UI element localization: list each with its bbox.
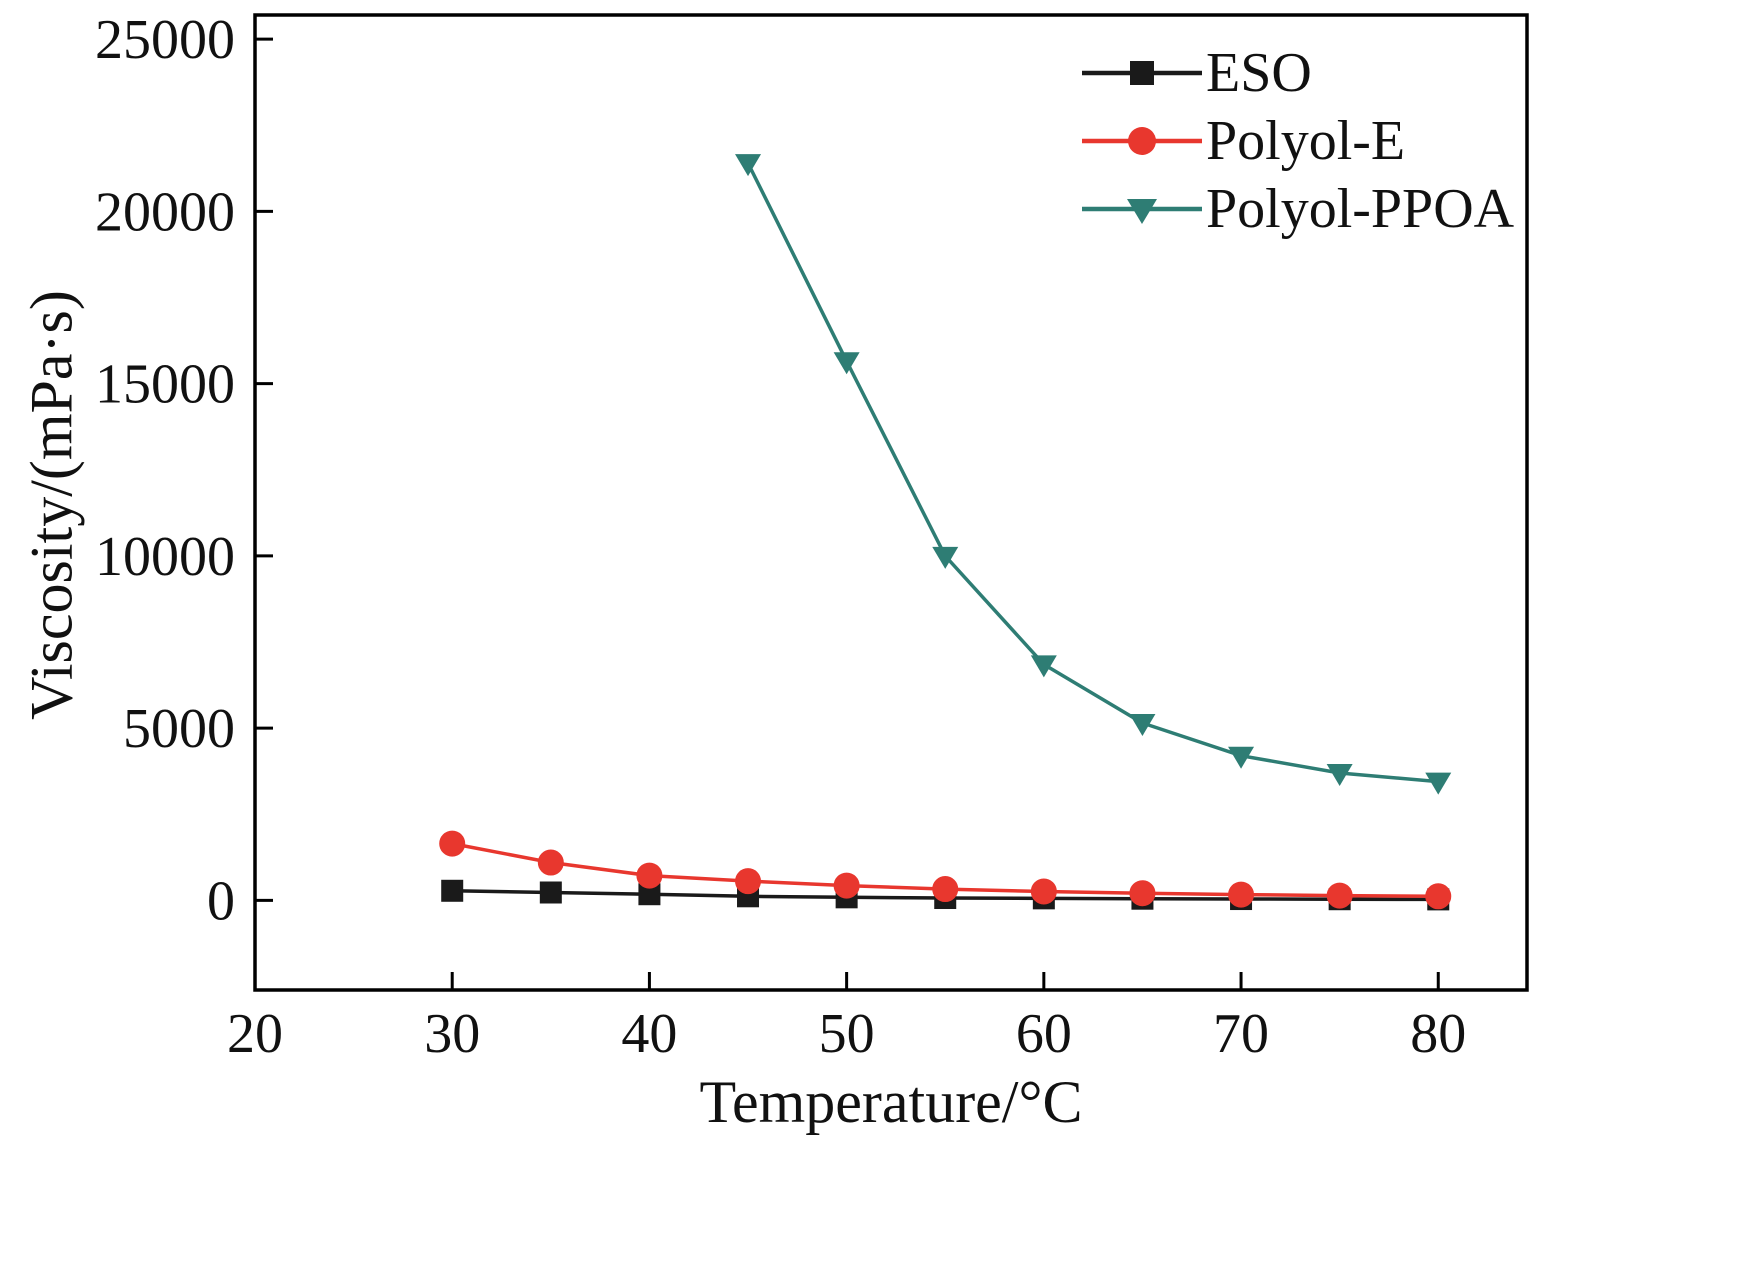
triangle-down-marker-icon xyxy=(1082,187,1202,231)
svg-text:20000: 20000 xyxy=(95,181,235,243)
svg-text:70: 70 xyxy=(1213,1003,1269,1065)
svg-text:80: 80 xyxy=(1410,1003,1466,1065)
svg-text:0: 0 xyxy=(207,870,235,932)
legend-label-eso: ESO xyxy=(1206,42,1312,104)
chart-legend: ESO Polyol-E Polyol-PPOA xyxy=(1082,40,1514,242)
svg-text:15000: 15000 xyxy=(95,354,235,416)
svg-text:60: 60 xyxy=(1016,1003,1072,1065)
legend-label-polyol-ppoa: Polyol-PPOA xyxy=(1206,178,1515,240)
legend-item-polyol-e: Polyol-E xyxy=(1082,108,1514,174)
svg-text:30: 30 xyxy=(424,1003,480,1065)
svg-text:10000: 10000 xyxy=(95,526,235,588)
y-axis-title: Viscosity/(mPa·s) xyxy=(18,290,85,720)
x-axis-title: Temperature/°C xyxy=(699,1069,1083,1135)
circle-marker-icon xyxy=(1082,119,1202,163)
svg-text:5000: 5000 xyxy=(123,698,235,760)
square-marker-icon xyxy=(1082,51,1202,95)
legend-label-polyol-e: Polyol-E xyxy=(1206,110,1406,172)
legend-item-polyol-ppoa: Polyol-PPOA xyxy=(1082,176,1514,242)
svg-text:25000: 25000 xyxy=(95,9,235,71)
legend-item-eso: ESO xyxy=(1082,40,1514,106)
svg-text:50: 50 xyxy=(819,1003,875,1065)
svg-text:40: 40 xyxy=(621,1003,677,1065)
svg-text:20: 20 xyxy=(227,1003,283,1065)
